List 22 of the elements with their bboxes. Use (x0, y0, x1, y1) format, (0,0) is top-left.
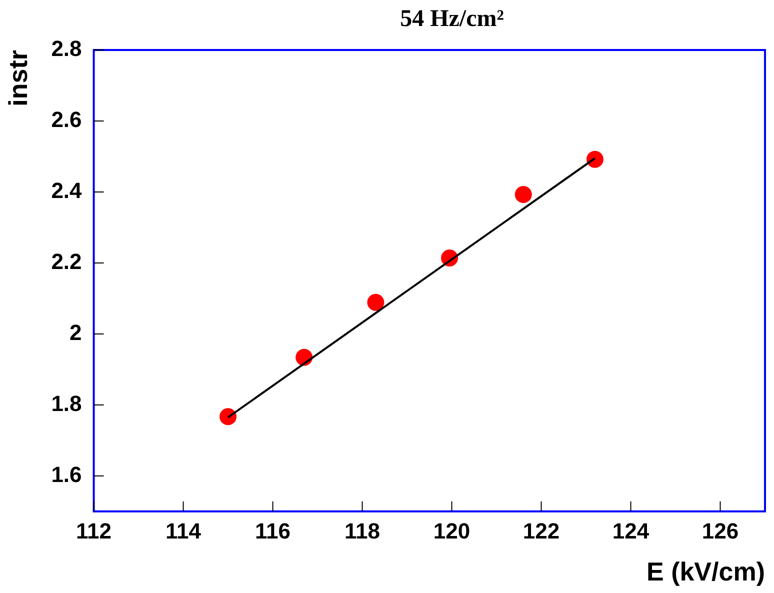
y-tick-label: 1.8 (51, 390, 82, 416)
x-tick-label: 116 (255, 518, 291, 544)
x-tick-label: 124 (612, 518, 650, 544)
x-axis-title: E (kV/cm) (646, 556, 765, 587)
y-tick-label: 2.6 (51, 107, 82, 132)
chart-title: 54 Hz/cm² (399, 6, 505, 33)
y-tick-label: 2 (70, 320, 82, 345)
point (367, 294, 384, 311)
x-tick-label: 114 (166, 518, 202, 544)
y-axis-title: instr (2, 50, 33, 106)
x-tick-label: 122 (522, 518, 560, 544)
x-tick-label: 118 (344, 518, 380, 544)
y-tick-label: 2.8 (51, 36, 82, 62)
y-tick-label: 1.6 (51, 462, 82, 487)
point (220, 408, 237, 426)
x-tick-label: 112 (76, 518, 112, 544)
point (586, 150, 604, 168)
x-tick-label: 120 (433, 518, 470, 544)
x-tick-label: 126 (702, 518, 739, 544)
y-tick-label: 2.2 (51, 249, 82, 274)
y-tick-label: 2.4 (51, 178, 83, 204)
point (514, 186, 532, 203)
